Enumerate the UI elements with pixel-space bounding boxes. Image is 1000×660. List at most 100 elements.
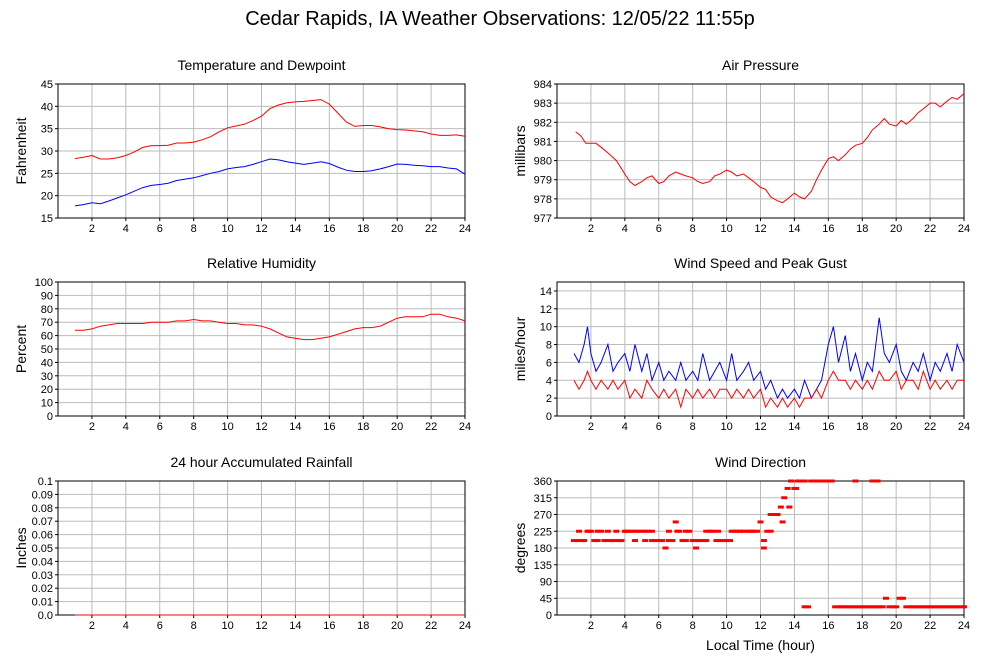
data-point bbox=[577, 539, 584, 543]
x-tick-label: 6 bbox=[157, 421, 163, 433]
y-tick-label: 25 bbox=[41, 168, 53, 180]
y-tick-label: 984 bbox=[534, 79, 552, 91]
x-tick-label: 20 bbox=[890, 421, 902, 433]
y-tick-label: 0.01 bbox=[32, 597, 53, 609]
x-tick-label: 12 bbox=[754, 620, 766, 632]
data-point bbox=[872, 605, 879, 609]
y-tick-label: 0.06 bbox=[32, 530, 53, 542]
x-tick-label: 18 bbox=[357, 620, 369, 632]
y-tick-label: 270 bbox=[534, 510, 552, 522]
data-point bbox=[574, 539, 581, 543]
data-point bbox=[638, 529, 645, 533]
x-tick-label: 10 bbox=[221, 421, 233, 433]
data-point bbox=[576, 529, 583, 533]
x-tick-label: 2 bbox=[89, 223, 95, 235]
data-point bbox=[879, 605, 886, 609]
data-point bbox=[648, 539, 655, 543]
x-tick-label: 4 bbox=[123, 223, 129, 235]
x-tick-label: 2 bbox=[588, 223, 594, 235]
y-tick-label: 982 bbox=[534, 117, 552, 129]
y-tick-label: 100 bbox=[35, 277, 53, 289]
x-tick-label: 22 bbox=[425, 620, 437, 632]
y-tick-label: 40 bbox=[41, 357, 53, 369]
data-point bbox=[611, 539, 618, 543]
data-point bbox=[740, 529, 747, 533]
series-line bbox=[74, 158, 466, 207]
x-tick-label: 4 bbox=[123, 421, 129, 433]
data-point bbox=[835, 605, 842, 609]
data-point bbox=[845, 605, 852, 609]
data-point bbox=[957, 605, 964, 609]
data-point bbox=[954, 605, 961, 609]
x-tick-label: 24 bbox=[459, 620, 471, 632]
y-tick-label: 0.03 bbox=[32, 570, 53, 582]
y-tick-label: 35 bbox=[41, 124, 53, 136]
chart-panel: 2 4 6 8 10 12 14 16 18 20 22 2497797897998098198298… bbox=[512, 57, 970, 235]
y-tick-label: 979 bbox=[534, 175, 552, 187]
x-tick-label: 12 bbox=[754, 421, 766, 433]
data-point bbox=[648, 529, 655, 533]
chart-title: Relative Humidity bbox=[207, 255, 316, 271]
data-point bbox=[906, 605, 913, 609]
x-tick-label: 22 bbox=[425, 421, 437, 433]
data-point bbox=[866, 605, 873, 609]
y-tick-label: 70 bbox=[41, 317, 53, 329]
x-tick-label: 12 bbox=[255, 223, 267, 235]
x-tick-label: 24 bbox=[958, 620, 970, 632]
data-point bbox=[693, 539, 700, 543]
y-tick-label: 0 bbox=[546, 610, 552, 622]
x-tick-label: 12 bbox=[255, 421, 267, 433]
data-point bbox=[777, 505, 784, 509]
x-tick-label: 2 bbox=[89, 421, 95, 433]
series-line bbox=[573, 317, 965, 400]
data-point bbox=[632, 529, 639, 533]
series-line bbox=[573, 369, 964, 409]
x-tick-label: 8 bbox=[690, 620, 696, 632]
data-point bbox=[788, 479, 795, 483]
data-point bbox=[810, 479, 817, 483]
data-point bbox=[715, 529, 722, 533]
data-point bbox=[876, 605, 883, 609]
chart-title: Temperature and Dewpoint bbox=[177, 57, 345, 73]
data-point bbox=[655, 539, 662, 543]
data-point bbox=[818, 479, 825, 483]
data-point bbox=[604, 529, 611, 533]
data-point bbox=[849, 605, 856, 609]
x-tick-label: 16 bbox=[822, 223, 834, 235]
x-tick-label: 2 bbox=[588, 620, 594, 632]
data-point bbox=[672, 520, 679, 524]
y-axis-label: Inches bbox=[13, 527, 29, 568]
data-point bbox=[950, 605, 957, 609]
data-point bbox=[726, 539, 733, 543]
data-point bbox=[642, 539, 649, 543]
x-tick-label: 8 bbox=[690, 421, 696, 433]
chart-panel: 2 4 6 8 10 12 14 16 18 20 22 2415202530354045Temper… bbox=[13, 57, 471, 235]
data-point bbox=[947, 605, 954, 609]
data-point bbox=[764, 529, 771, 533]
data-point bbox=[601, 539, 608, 543]
data-point bbox=[760, 546, 767, 550]
x-tick-label: 4 bbox=[622, 223, 628, 235]
data-point bbox=[794, 479, 801, 483]
data-point bbox=[737, 529, 744, 533]
x-tick-label: 22 bbox=[924, 620, 936, 632]
y-tick-label: 0.04 bbox=[32, 556, 53, 568]
data-point bbox=[594, 529, 601, 533]
data-point bbox=[944, 605, 951, 609]
data-point bbox=[874, 479, 881, 483]
data-point bbox=[767, 529, 774, 533]
data-point bbox=[682, 529, 689, 533]
data-point bbox=[713, 539, 720, 543]
x-tick-label: 20 bbox=[391, 223, 403, 235]
data-point bbox=[594, 539, 601, 543]
x-tick-label: 18 bbox=[357, 421, 369, 433]
data-point bbox=[852, 605, 859, 609]
y-tick-label: 15 bbox=[41, 213, 53, 225]
x-tick-label: 20 bbox=[391, 620, 403, 632]
data-point bbox=[937, 605, 944, 609]
data-point bbox=[703, 539, 710, 543]
data-point bbox=[855, 605, 862, 609]
chart-panel: 2 4 6 8 10 12 14 16 18 20 22 2404590135180225270315… bbox=[512, 454, 970, 653]
data-point bbox=[665, 529, 672, 533]
chart-title: Wind Direction bbox=[715, 454, 806, 470]
